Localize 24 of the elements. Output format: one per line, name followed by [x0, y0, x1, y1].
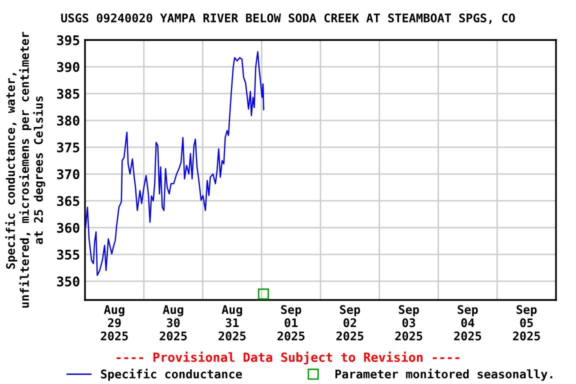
legend-label: Specific conductance [101, 368, 242, 381]
y-tick-label: 385 [57, 88, 80, 99]
y-tick-label: 375 [57, 142, 80, 152]
x-tick-label: Sep 01 2025 [278, 305, 304, 340]
y-tick-label: 370 [57, 169, 80, 180]
x-tick-label: Sep 05 2025 [513, 305, 540, 340]
y-tick-label: 395 [57, 35, 80, 46]
y-tick-label: 350 [57, 276, 80, 286]
y-tick-label: 355 [57, 250, 80, 260]
text: ---- Provisional Data Subject to Revision ---- [116, 352, 460, 364]
x-tick-label: Aug 30 2025 [160, 305, 187, 340]
y-tick-label: 380 [57, 116, 80, 126]
y-tick-label: 360 [57, 222, 80, 233]
y-axis-title: Specific conductance, water, unfiltered, microsiemens per centimeter at 25 degrees Celsius [5, 32, 46, 308]
x-tick-label: Aug 31 2025 [218, 305, 246, 340]
x-tick-label: Sep 04 2025 [454, 305, 482, 340]
line-series [85, 51, 264, 276]
x-tick-label: Sep 02 2025 [336, 305, 364, 340]
y-tick-label: 390 [57, 62, 80, 72]
x-tick-label: Aug 29 2025 [100, 305, 128, 340]
legend-label: Parameter monitored seasonally. [335, 368, 552, 381]
y-tick-label: 365 [57, 196, 80, 206]
chart-title: USGS 09240020 YAMPA RIVER BELOW SODA CREEK AT STEAMBOAT SPGS, CO [61, 13, 515, 24]
x-tick-label: Sep 03 2025 [395, 305, 422, 340]
